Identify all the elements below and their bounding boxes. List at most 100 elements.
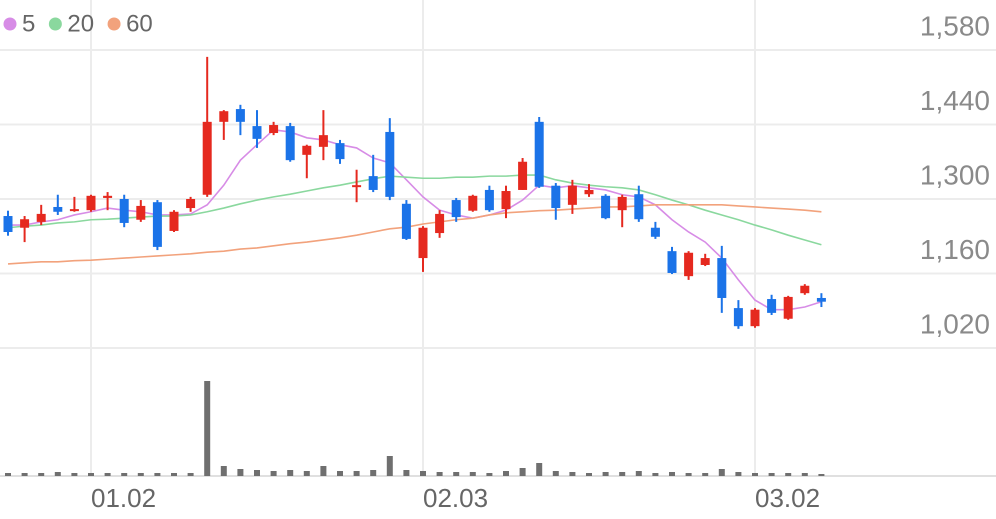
candle-body xyxy=(800,285,810,294)
volume-bar xyxy=(104,473,111,476)
volume-bar xyxy=(635,471,642,476)
y-tick-label: 1,020 xyxy=(920,308,990,339)
y-tick-label: 1,160 xyxy=(920,234,990,265)
candle-body xyxy=(36,213,46,222)
volume-bar xyxy=(337,471,343,476)
volume-bar xyxy=(785,473,792,476)
volume-bar xyxy=(403,470,410,476)
volume-bar xyxy=(187,473,194,476)
volume-bar xyxy=(71,473,78,476)
volume-bar xyxy=(469,472,476,476)
ma-line xyxy=(8,128,822,311)
candle-body xyxy=(86,195,96,211)
candle-body xyxy=(53,206,63,212)
volume-bar xyxy=(586,473,592,476)
candle-body xyxy=(219,111,229,122)
volume-bar xyxy=(137,473,144,476)
candle-body xyxy=(20,219,30,228)
candle-body xyxy=(700,258,710,265)
ma-line xyxy=(7,174,822,246)
candle-body xyxy=(567,185,577,205)
candle-body xyxy=(601,195,611,219)
x-tick-label: 02.03 xyxy=(423,483,488,513)
legend-label: 5 xyxy=(22,10,35,37)
volume-bar xyxy=(353,471,360,476)
volume-bar xyxy=(270,471,277,476)
candle-body xyxy=(302,145,312,155)
ma-line xyxy=(7,204,822,265)
volume-bar xyxy=(453,472,460,476)
y-tick-label: 1,300 xyxy=(920,159,990,190)
candle-body xyxy=(468,195,478,211)
volume-bar xyxy=(752,473,758,476)
volume-bar xyxy=(768,473,775,476)
volume-bar xyxy=(254,470,260,476)
candle-body xyxy=(551,185,561,209)
candle-body xyxy=(285,126,295,161)
legend-label: 60 xyxy=(126,10,153,37)
volume-bar xyxy=(320,466,327,476)
volume-bar xyxy=(718,469,725,476)
legend-label: 20 xyxy=(67,10,94,37)
volume-bar xyxy=(735,472,742,476)
candle-body xyxy=(318,135,328,147)
candle-body xyxy=(767,299,777,313)
candle-body xyxy=(451,200,461,218)
volume-bar xyxy=(54,472,61,476)
candle-body xyxy=(650,227,660,237)
volume-bar xyxy=(536,463,543,476)
candle-body xyxy=(352,185,362,188)
candle-body xyxy=(418,227,428,259)
candle-body xyxy=(252,126,262,139)
volume-bar xyxy=(154,473,161,476)
legend-marker xyxy=(3,17,17,31)
candle-body xyxy=(269,125,279,134)
candle-body xyxy=(534,121,544,187)
volume-bar xyxy=(5,473,11,476)
volume-bar xyxy=(503,471,509,476)
candle-body xyxy=(733,308,743,327)
volume-bar xyxy=(420,471,426,476)
volume-bar xyxy=(619,472,626,476)
candle-body xyxy=(501,191,511,210)
candle-body xyxy=(368,176,378,190)
candle-body xyxy=(667,251,677,273)
volume-bar xyxy=(303,471,310,476)
candle-body xyxy=(484,189,494,211)
candle-body xyxy=(634,194,644,220)
volume-bar xyxy=(486,473,493,476)
volume-bar xyxy=(702,473,709,476)
volume-bar xyxy=(436,472,443,476)
candle-body xyxy=(235,109,245,122)
volume-bar xyxy=(121,473,128,476)
candle-body xyxy=(401,203,411,239)
candle-body xyxy=(684,252,694,277)
volume-bar xyxy=(652,473,659,476)
volume-bar xyxy=(287,470,294,476)
candle-body xyxy=(783,296,793,319)
candle-body xyxy=(202,121,212,195)
volume-bar xyxy=(552,471,559,476)
candle-body xyxy=(69,209,79,212)
volume-bar xyxy=(569,472,576,476)
volume-bar xyxy=(220,466,227,476)
candle-body xyxy=(816,297,826,302)
volume-bar xyxy=(685,473,692,476)
candle-body xyxy=(518,161,528,190)
y-tick-label: 1,580 xyxy=(920,10,990,41)
volume-bar xyxy=(88,473,94,476)
volume-bar xyxy=(801,473,808,476)
candle-body xyxy=(617,196,627,211)
candle-body xyxy=(136,205,146,220)
candle-body xyxy=(584,189,594,195)
legend-marker xyxy=(48,17,62,31)
candle-body xyxy=(750,309,760,327)
candle-body xyxy=(3,216,13,232)
volume-bar xyxy=(818,474,825,476)
candle-body xyxy=(152,202,162,247)
candle-body xyxy=(717,258,727,298)
volume-bar xyxy=(171,473,177,476)
y-tick-label: 1,440 xyxy=(920,85,990,116)
volume-bar xyxy=(386,456,393,476)
